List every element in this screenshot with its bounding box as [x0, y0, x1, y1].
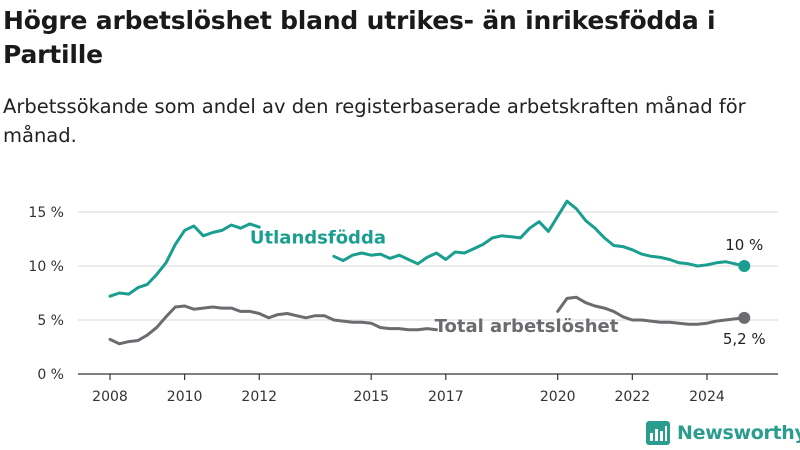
y-axis-ticks: 0 % 5 % 10 % 15 % — [28, 205, 64, 383]
x-tick-label: 2017 — [428, 389, 464, 405]
newsworthy-logo-icon — [646, 421, 670, 445]
x-tick-label: 2024 — [689, 389, 725, 405]
end-label-utlandsfodda: 10 % — [725, 236, 763, 254]
grid-lines — [78, 211, 778, 321]
end-point-total — [738, 311, 751, 324]
chart-subtitle: Arbetssökande som andel av den registerb… — [3, 95, 746, 147]
y-tick-label: 10 % — [28, 259, 64, 275]
end-point-utlandsfodda — [738, 260, 751, 272]
series-line-total — [108, 304, 438, 346]
x-tick-label: 2010 — [167, 389, 203, 405]
series-labels: Utlandsfödda Total arbetslöshet 10 % 5,2 % — [250, 227, 766, 348]
series-line-utlandsfodda — [108, 222, 261, 298]
x-tick-label: 2008 — [92, 389, 128, 405]
series-label-total: Total arbetslöshet — [435, 316, 619, 337]
y-tick-label: 15 % — [28, 205, 64, 221]
end-label-total: 5,2 % — [723, 330, 766, 348]
y-tick-label: 0 % — [37, 367, 64, 383]
brand-name: Newsworthy — [677, 422, 800, 444]
x-tick-label: 2020 — [540, 389, 576, 405]
brand-logo: Newsworthy — [645, 419, 800, 447]
series-label-utlandsfodda: Utlandsfödda — [250, 227, 386, 248]
x-tick-label: 2015 — [353, 389, 389, 405]
series-lines — [108, 199, 751, 346]
y-tick-label: 5 % — [37, 313, 64, 329]
series-line-utlandsfodda — [332, 199, 746, 268]
x-tick-label: 2022 — [615, 389, 651, 405]
series-line-total — [556, 295, 746, 326]
chart-title: Högre arbetslöshet bland utrikes- än inr… — [3, 6, 716, 69]
x-tick-label: 2012 — [241, 389, 277, 405]
x-axis: 2008 2010 2012 2015 2017 2020 2022 2024 — [78, 373, 778, 405]
